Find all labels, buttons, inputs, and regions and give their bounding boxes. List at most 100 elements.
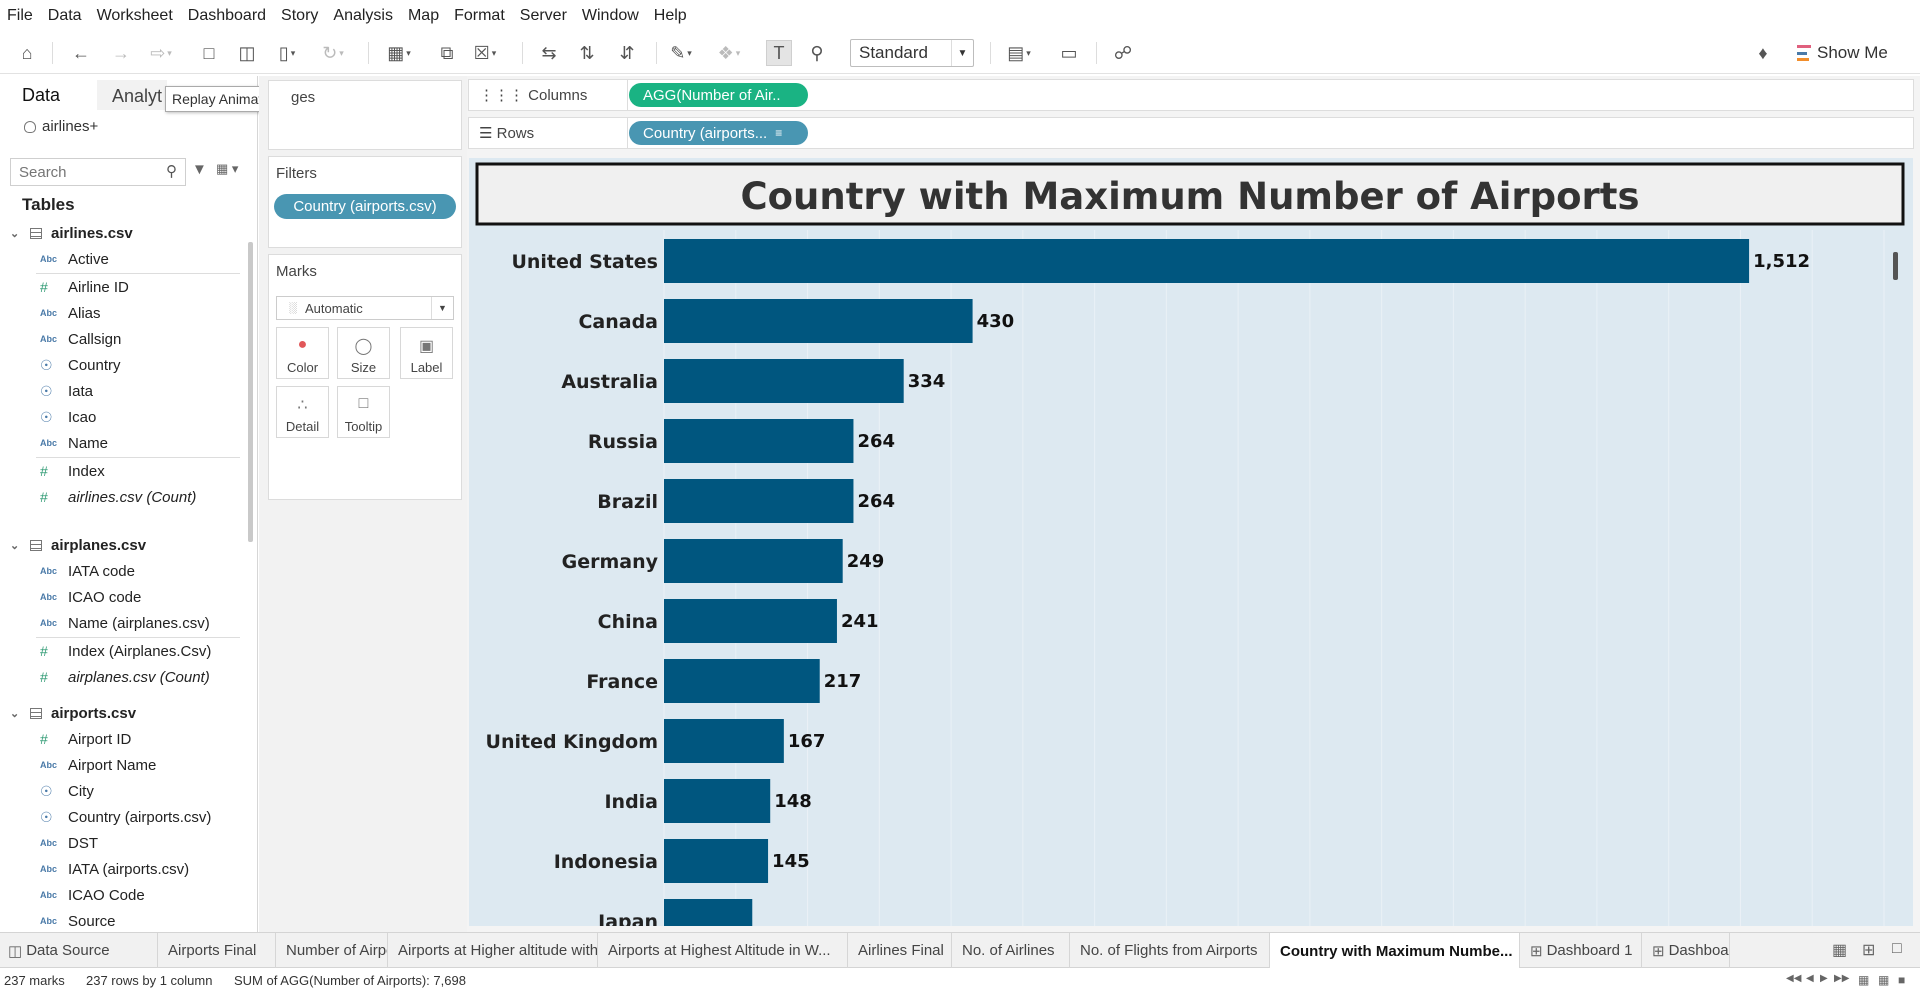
category-label[interactable]: France [586,671,658,693]
sheet-tab[interactable]: No. of Flights from Airports [1070,933,1270,968]
menu-format[interactable]: Format [454,7,505,24]
sheet-tab[interactable]: No. of Airlines [952,933,1070,968]
bar-indonesia[interactable] [664,839,769,883]
marks-detail-button[interactable]: ∴ Detail [276,386,329,438]
category-label[interactable]: Russia [588,431,658,453]
field-item[interactable]: Abc ICAO Code [0,882,240,908]
replay-icon[interactable]: ⇨ ▾ [150,42,172,63]
fix-axes-icon[interactable]: ⚲ [810,42,824,63]
menu-server[interactable]: Server [519,7,567,24]
field-item[interactable]: # airplanes.csv (Count) [0,664,240,690]
menu-help[interactable]: Help [653,7,687,24]
sort-ascending-icon[interactable]: ⇅ [579,42,595,63]
filter-pill[interactable]: Country (airports.csv) [274,194,456,219]
chevron-down-icon[interactable]: ⌄ [10,227,20,240]
view-scroll-track[interactable] [1891,240,1903,910]
show-tabs-icon[interactable]: ■ [1898,973,1906,987]
bar-united-kingdom[interactable] [664,719,784,763]
field-item[interactable]: Abc Alias [0,300,240,326]
field-item[interactable]: # Airline ID [0,274,240,300]
table-group[interactable]: ⌄ airlines.csv [0,220,240,246]
bar-brazil[interactable] [664,479,854,523]
presentation-mode-icon[interactable]: ▭ [1060,42,1078,63]
sheet-tab[interactable]: ◫ Data Source [0,933,158,968]
refresh-icon[interactable]: ↻ ▾ [322,42,344,63]
sheet-tab[interactable]: ⊞ Dashboard 1 [1520,933,1642,968]
bar-india[interactable] [664,779,771,823]
pause-update-icon[interactable]: ▯ ▾ [278,42,296,63]
category-label[interactable]: Australia [561,371,658,393]
category-label[interactable]: Canada [578,311,658,333]
field-item[interactable]: # Index (Airplanes.Csv) [0,638,240,664]
field-item[interactable]: ☉ Country [0,352,240,378]
bar-china[interactable] [664,599,837,643]
view-options-icon[interactable]: ▦ ▾ [216,161,239,176]
new-worksheet-icon[interactable]: ▦ ▾ [387,42,411,63]
category-label[interactable]: Indonesia [554,851,658,873]
field-item[interactable]: Abc Name [0,430,240,456]
next-page-icon[interactable]: ▶ [1820,973,1828,984]
group-members-icon[interactable]: ❖ ▾ [717,42,741,63]
bar-japan[interactable] [664,899,753,926]
sheet-tab[interactable]: Airports Final [158,933,276,968]
columns-pill[interactable]: AGG(Number of Air.. [629,83,808,107]
menu-data[interactable]: Data [47,7,82,24]
chevron-down-icon[interactable]: ⌄ [10,707,20,720]
field-item[interactable]: # Airport ID [0,726,240,752]
clear-sheet-icon[interactable]: ☒ ▾ [473,42,497,63]
category-label[interactable]: China [598,611,658,633]
prev-page-icon[interactable]: ◀ [1806,973,1814,984]
filter-icon[interactable]: ▼ [192,161,207,178]
sheet-tab[interactable]: Country with Maximum Numbe... [1270,933,1520,969]
field-item[interactable]: Abc IATA code [0,558,240,584]
bar-germany[interactable] [664,539,843,583]
save-icon[interactable]: □ [203,42,215,63]
fit-select[interactable]: Standard ▼ [850,39,974,67]
view-scrollbar[interactable] [1893,252,1898,280]
show-mark-labels-icon[interactable]: T [766,40,792,66]
search-icon[interactable]: ⚲ [166,163,177,180]
marks-tooltip-button[interactable]: □ Tooltip [337,386,390,438]
data-pane-scrollbar[interactable] [248,242,253,542]
menu-map[interactable]: Map [407,7,440,24]
category-label[interactable]: United States [511,251,658,273]
bar-france[interactable] [664,659,820,703]
bar-united-states[interactable] [664,239,1750,283]
field-item[interactable]: Abc Name (airplanes.csv) [0,610,240,636]
marks-label-button[interactable]: ▣ Label [400,327,453,379]
sheet-tab[interactable]: Airports at Higher altitude within... [388,933,598,968]
bar-australia[interactable] [664,359,904,403]
home-icon[interactable]: ⌂ [21,42,33,63]
swap-icon[interactable]: ⇆ [541,42,557,63]
bar-canada[interactable] [664,299,973,343]
search-input[interactable] [10,158,186,186]
new-datasource-icon[interactable]: ◫ [238,42,256,63]
menu-file[interactable]: File [7,7,33,24]
new-dashboard-tab-icon[interactable]: ⊞ [1862,942,1876,959]
last-page-icon[interactable]: ▶▶ [1834,973,1850,984]
highlight-icon[interactable]: ✎ ▾ [670,42,692,63]
field-item[interactable]: ☉ Country (airports.csv) [0,804,240,830]
show-cards-icon[interactable]: ▤ ▾ [1007,42,1031,63]
mark-type-select[interactable]: ░ Automatic ▼ [276,296,454,320]
field-item[interactable]: # Index [0,458,240,484]
field-item[interactable]: # airlines.csv (Count) [0,484,240,510]
sheet-tab[interactable]: Number of Airports [276,933,388,968]
field-item[interactable]: Abc DST [0,830,240,856]
rows-pill[interactable]: Country (airports... ≡ [629,121,808,145]
marks-size-button[interactable]: ◯ Size [337,327,390,379]
field-item[interactable]: ☉ City [0,778,240,804]
field-item[interactable]: Abc Source [0,908,240,932]
format-painter-icon[interactable]: ♦ [1758,42,1768,63]
field-item[interactable]: Abc ICAO code [0,584,240,610]
category-label[interactable]: Germany [562,551,659,573]
undo-icon[interactable]: ← [72,42,90,63]
field-item[interactable]: Abc Callsign [0,326,240,352]
tab-analytics[interactable]: Analyt [97,80,167,110]
category-label[interactable]: Brazil [597,491,658,513]
menu-analysis[interactable]: Analysis [333,7,393,24]
field-item[interactable]: Abc Active [0,246,240,272]
table-group[interactable]: ⌄ airplanes.csv [0,532,240,558]
sheet-tab[interactable]: Airlines Final [848,933,952,968]
new-worksheet-tab-icon[interactable]: ▦ [1832,942,1848,959]
